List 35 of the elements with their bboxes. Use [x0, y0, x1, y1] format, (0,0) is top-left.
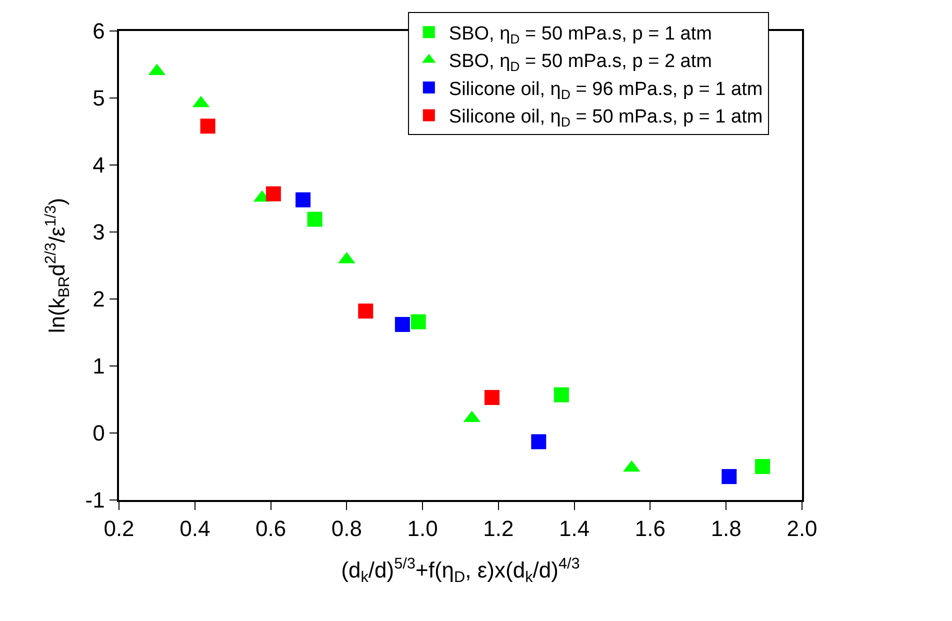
point [531, 434, 546, 450]
point [722, 469, 737, 484]
x-tick-label: 0.4 [180, 516, 210, 542]
y-tick-label: 0 [92, 420, 105, 446]
point [358, 304, 374, 319]
point [484, 390, 500, 405]
x-tick-label: 1.2 [483, 516, 514, 542]
legend-label: SBO, η$_{D}$ = 50 mPa.s, p = 2 atm [448, 51, 712, 74]
x-tick-label: 1.0 [407, 516, 438, 542]
point [200, 118, 216, 134]
x-tick-label: 0.6 [255, 516, 286, 542]
x-tick-label: 2.0 [786, 516, 818, 542]
point [307, 212, 322, 227]
y-tick-label: 6 [92, 18, 105, 44]
x-tick-label: 0.2 [104, 516, 134, 542]
y-tick-label: 1 [92, 354, 105, 379]
x-tick-label: 1.6 [634, 516, 666, 542]
y-tick-label: 2 [92, 286, 105, 312]
legend-label: Silicone oil, η$_{D}$ = 50 mPa.s, p = 1 atm [448, 106, 763, 130]
point [410, 314, 426, 330]
y-tick-label: -1 [85, 488, 105, 513]
point [554, 387, 569, 402]
y-tick-label: 3 [92, 220, 105, 245]
point [266, 186, 281, 202]
legend-label: Silicone oil, η$_{D}$ = 96 mPa.s, p = 1 atm [448, 78, 763, 102]
x-tick-label: 1.4 [559, 516, 590, 542]
point [394, 316, 410, 332]
point [755, 459, 770, 474]
x-tick-label: 1.8 [710, 516, 742, 542]
x-tick-label: 0.8 [331, 516, 362, 542]
text: (d$_{k}$/d)$^{5/3}$+f(η$_{D}$, ε)x(d$_{k}$/d)$^{4/3}$ [341, 555, 580, 586]
point [296, 192, 311, 208]
legend-label: SBO, η$_{D}$ = 50 mPa.s, p = 1 atm [448, 24, 712, 46]
y-tick-label: 5 [92, 86, 105, 111]
y-tick-label: 4 [92, 152, 105, 178]
